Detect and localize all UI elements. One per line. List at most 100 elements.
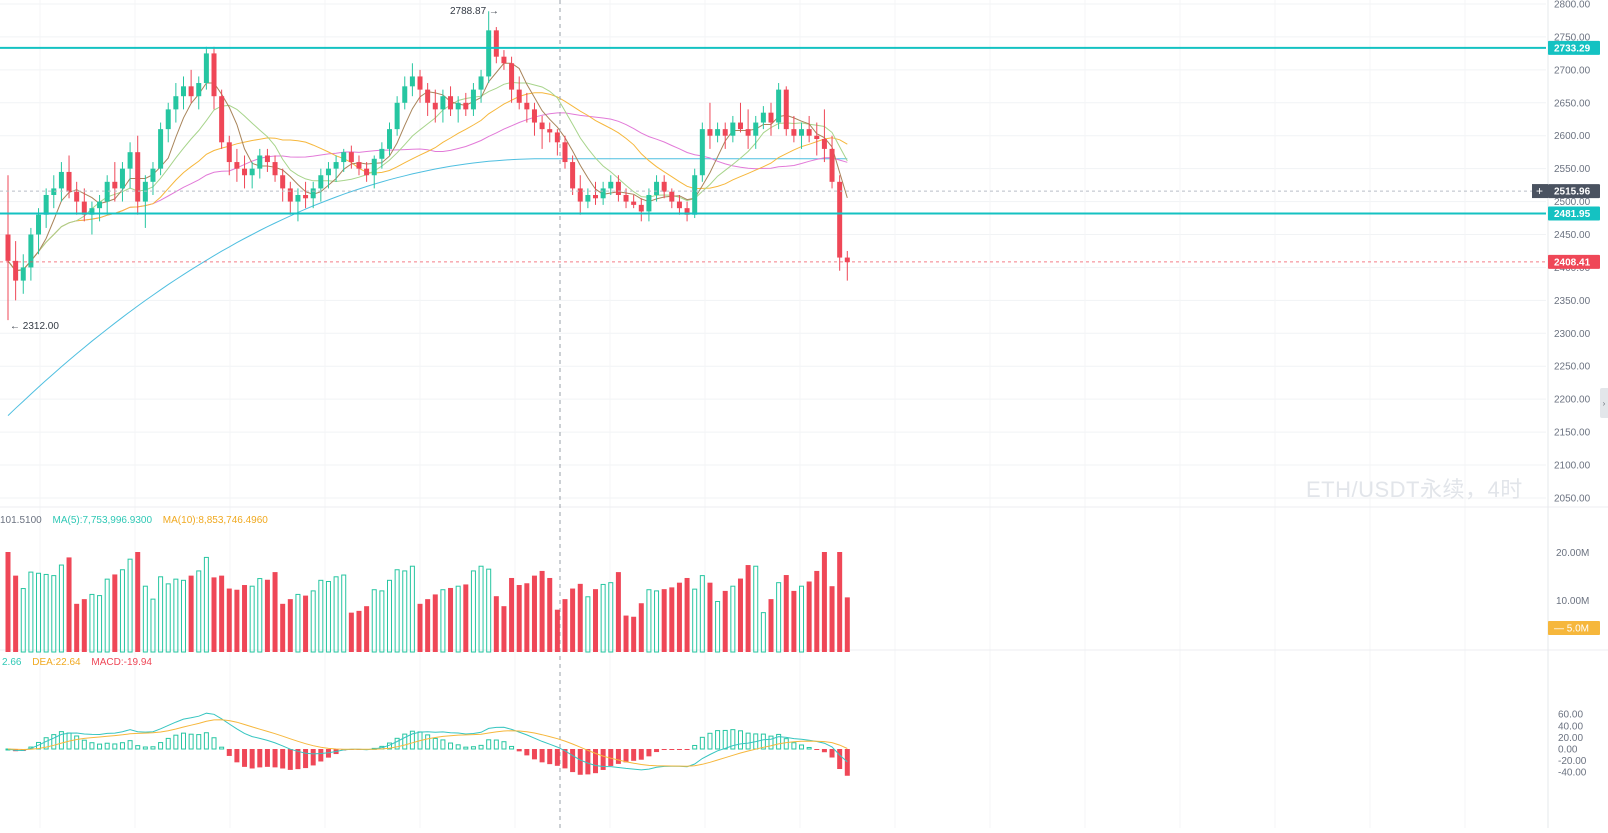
candle-down xyxy=(112,181,118,189)
price-axis[interactable]: 2800.00 2750.00 2700.00 2650.00 2600.00 2550.… xyxy=(1547,0,1591,828)
volume-bar-down xyxy=(737,578,743,652)
volume-ma5: MA(5):7,753,996.9300 xyxy=(52,515,153,526)
candle-up xyxy=(699,129,705,176)
candle-up xyxy=(196,83,202,97)
macd-bar-up xyxy=(211,737,217,750)
macd-bar-down xyxy=(303,749,309,769)
candle-up xyxy=(776,89,782,123)
macd-bar-up xyxy=(142,746,148,750)
macd-bar-up xyxy=(806,746,812,750)
volume-bar-down xyxy=(211,577,217,652)
macd-bar-down xyxy=(608,749,614,766)
candle-up xyxy=(310,188,316,199)
macd-bar-down xyxy=(600,749,606,770)
symbol-watermark: ETH/USDT永续，4时 xyxy=(1306,477,1523,502)
candle-up xyxy=(341,152,347,163)
volume-bar-down xyxy=(509,577,515,652)
candle-down xyxy=(211,53,217,97)
candle-up xyxy=(470,89,476,110)
candle-down xyxy=(219,96,225,143)
macd-bar-up xyxy=(43,737,49,750)
volume-bar-up xyxy=(699,575,705,653)
macd-bar-down xyxy=(242,749,248,767)
volume-bar-up xyxy=(127,558,133,653)
candle-down xyxy=(364,168,370,176)
volume-bar-up xyxy=(28,571,34,653)
macd-bar-up xyxy=(432,737,438,750)
candle-down xyxy=(821,139,827,149)
high-annotation: 2788.87 → xyxy=(450,6,499,17)
candle-down xyxy=(531,109,537,123)
volume-bar-down xyxy=(5,552,11,652)
macd-bar-down xyxy=(539,749,545,763)
volume-bar-up xyxy=(371,589,377,653)
candle-down xyxy=(837,181,843,258)
candle-down xyxy=(432,102,438,110)
volume-bar-up xyxy=(36,572,42,653)
horizontal-levels[interactable] xyxy=(0,0,1546,828)
candle-down xyxy=(448,96,454,110)
volume-bar-down xyxy=(631,616,637,652)
macd-legend: 2.66 DEA:22.64 MACD:-19.94 xyxy=(2,657,160,668)
last-price-tag-bg xyxy=(1548,254,1600,269)
candle-down xyxy=(768,112,774,123)
volume-bar-up xyxy=(257,578,263,653)
candle-up xyxy=(165,109,171,130)
volume-tick: 10.00M xyxy=(1556,596,1589,607)
volume-bar-down xyxy=(539,570,545,652)
macd-bar-up xyxy=(58,731,64,750)
volume-bar-down xyxy=(577,583,583,652)
candle-up xyxy=(104,181,110,202)
candle-up xyxy=(478,76,484,90)
candle-down xyxy=(722,129,728,136)
macd-bar-down xyxy=(577,749,583,775)
candle-up xyxy=(158,129,164,169)
candle-down xyxy=(516,89,522,103)
candle-up xyxy=(600,188,606,199)
crosshair-plus-bg xyxy=(1532,184,1548,199)
volume-bar-up xyxy=(150,598,156,653)
volume-bar-up xyxy=(51,575,57,653)
volume-bar-down xyxy=(66,557,72,652)
macd-bar-up xyxy=(707,732,713,750)
volume-bar-down xyxy=(783,575,789,652)
volume-bar-down xyxy=(303,595,309,652)
macd-bar-down xyxy=(631,749,637,761)
candle-down xyxy=(539,122,545,130)
candle-up xyxy=(387,129,392,149)
volume-bar-down xyxy=(501,606,507,652)
candle-up xyxy=(760,112,766,123)
volume-bar-up xyxy=(440,589,446,653)
volume-ma10: MA(10):8,853,746.4960 xyxy=(162,515,268,526)
volume-bar-down xyxy=(661,589,667,652)
macd-dea-line xyxy=(7,719,848,767)
macd-bar-down xyxy=(585,749,591,775)
chevron-right-icon: › xyxy=(1602,398,1606,408)
candle-down xyxy=(425,89,431,103)
expand-panel-button[interactable]: › xyxy=(1600,388,1608,418)
candle-up xyxy=(51,188,57,195)
resistance-tag: 2733.29 xyxy=(1554,43,1591,54)
macd-bar-down xyxy=(837,749,843,770)
plus-icon: + xyxy=(1536,184,1543,198)
macd-bar-down xyxy=(676,749,682,750)
candle-down xyxy=(593,194,599,199)
macd-bar-down xyxy=(264,749,270,767)
volume-bar-down xyxy=(188,575,194,652)
candle-down xyxy=(493,30,499,57)
candle-up xyxy=(150,168,156,182)
candle-down xyxy=(135,152,141,202)
volume-bar-up xyxy=(730,585,736,653)
volume-bar-down xyxy=(791,590,797,652)
price-tick: 2700.00 xyxy=(1554,65,1591,76)
volume-bar-down xyxy=(547,577,553,652)
volume-bar-down xyxy=(707,582,713,652)
candle-up xyxy=(180,86,186,97)
candlestick-series xyxy=(5,11,850,321)
candle-down xyxy=(577,188,583,202)
volume-bar-down xyxy=(234,589,240,652)
candle-up xyxy=(203,53,209,84)
resistance-tag-bg xyxy=(1548,40,1600,55)
candle-down xyxy=(707,129,713,136)
